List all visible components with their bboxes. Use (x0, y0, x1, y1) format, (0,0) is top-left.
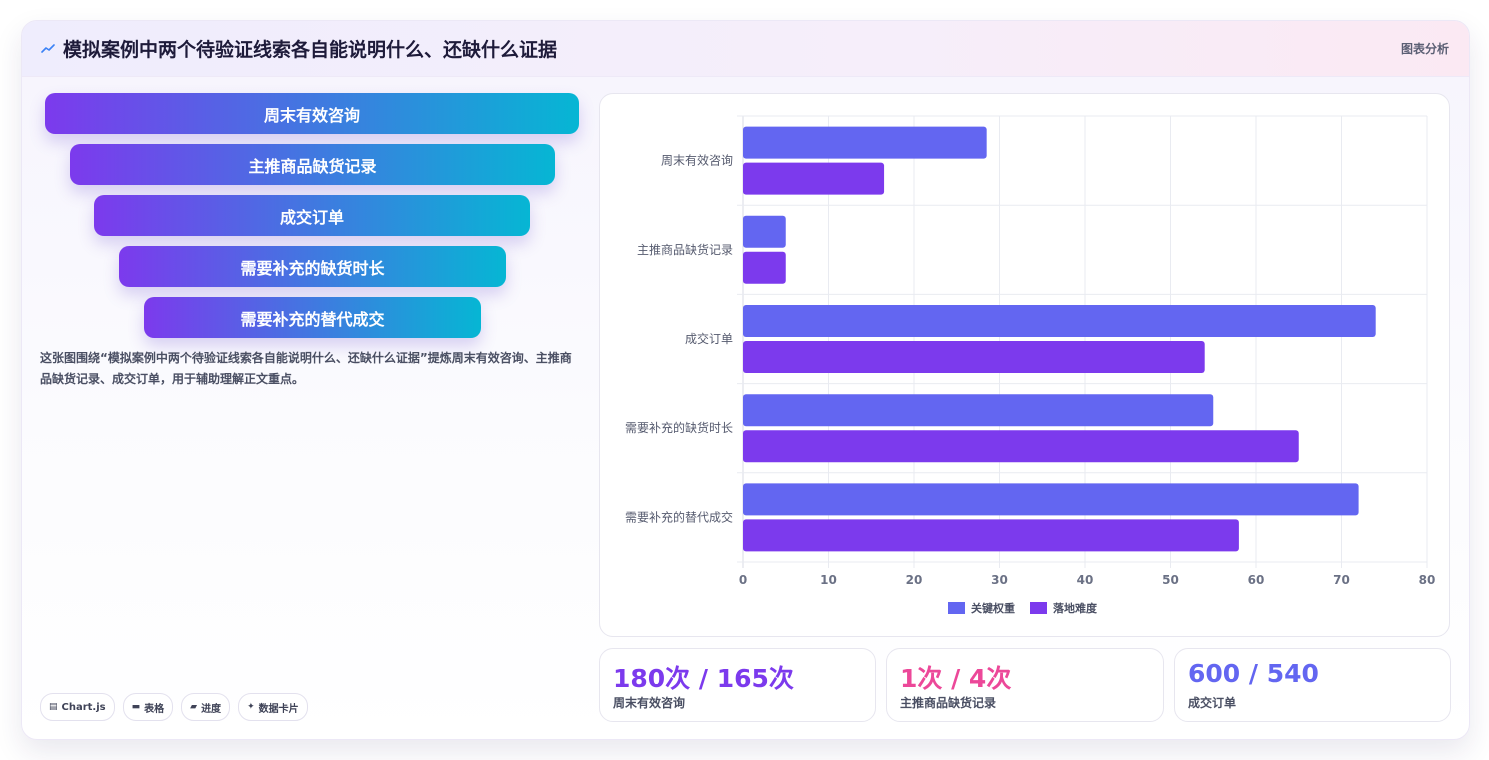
stat-label: 周末有效咨询 (613, 696, 686, 710)
bar-key-weight (743, 215, 786, 248)
y-category-label: 周末有效咨询 (661, 153, 733, 168)
funnel-step-5: 需要补充的替代成交 (144, 297, 481, 338)
legend-swatch (1030, 602, 1047, 614)
page-title: 模拟案例中两个待验证线索各自能说明什么、还缺什么证据 (63, 39, 558, 61)
badge-progress[interactable]: ▰ 进度 (181, 693, 231, 721)
funnel-step-3: 成交订单 (94, 195, 530, 236)
legend-swatch (948, 602, 965, 614)
bar-difficulty (743, 162, 885, 195)
funnel-step-2: 主推商品缺货记录 (70, 144, 555, 185)
chart-card: 模拟案例中两个待验证线索各自能说明什么、还缺什么证据 图表分析 周末有效咨询 主… (21, 20, 1470, 740)
progress-icon: ▰ (190, 702, 198, 712)
chart-analysis-tag: 图表分析 (1400, 42, 1449, 56)
chart-icon: ▤ (49, 702, 58, 712)
x-tick-label: 70 (1333, 573, 1350, 587)
chart-caption: 这张图围绕“模拟案例中两个待验证线索各自能说明什么、还缺什么证据”提炼周末有效咨… (40, 351, 572, 386)
badge-label: 进度 (201, 703, 222, 715)
stat-label: 成交订单 (1188, 696, 1237, 710)
bar-difficulty (743, 341, 1205, 373)
badge-table[interactable]: ▬ 表格 (122, 693, 174, 721)
stat-card-3: 600 / 540 成交订单 (1174, 648, 1451, 722)
stat-value: 1次 / 4次 (900, 664, 1012, 693)
y-category-label: 成交订单 (685, 331, 733, 346)
bar-difficulty (743, 430, 1299, 463)
badge-chartjs[interactable]: ▤ Chart.js (40, 693, 115, 721)
stat-card-2: 1次 / 4次 主推商品缺货记录 (886, 648, 1164, 722)
bar-difficulty (743, 519, 1239, 552)
sparkle-icon: ✦ (247, 702, 255, 712)
x-tick-label: 50 (1162, 573, 1179, 587)
card-header: 模拟案例中两个待验证线索各自能说明什么、还缺什么证据 图表分析 (22, 21, 1469, 77)
stat-label: 主推商品缺货记录 (900, 696, 997, 710)
bar-difficulty (743, 251, 786, 284)
y-category-label: 主推商品缺货记录 (637, 242, 733, 257)
funnel-step-1: 周末有效咨询 (45, 93, 579, 134)
horizontal-bar-chart: 0 10 20 30 40 50 60 70 80 周末有效咨询主推商品缺货记录成交订单需要补充的… (625, 115, 1436, 615)
badge-label: Chart.js (61, 701, 106, 713)
funnel-step-4: 需要补充的缺货时长 (119, 246, 506, 287)
legend-label: 落地难度 (1053, 601, 1098, 615)
x-tick-label: 10 (820, 573, 837, 587)
stat-value: 600 / 540 (1188, 659, 1319, 688)
badge-data-card[interactable]: ✦ 数据卡片 (238, 693, 308, 721)
stat-value: 180次 / 165次 (613, 664, 794, 693)
tech-badges: ▤ Chart.js ▬ 表格 ▰ 进度 ✦ 数据卡片 (40, 693, 308, 721)
x-tick-label: 30 (991, 573, 1008, 587)
x-tick-label: 80 (1419, 573, 1436, 587)
badge-label: 数据卡片 (258, 703, 299, 715)
y-category-label: 需要补充的替代成交 (625, 509, 733, 524)
x-tick-label: 40 (1077, 573, 1094, 587)
legend-label: 关键权重 (971, 601, 1015, 615)
bar-key-weight (743, 305, 1376, 337)
badge-label: 表格 (144, 703, 165, 715)
x-tick-label: 60 (1248, 573, 1265, 587)
x-tick-label: 0 (739, 573, 747, 587)
bar-key-weight (743, 126, 987, 159)
x-tick-label: 20 (906, 573, 923, 587)
bar-key-weight (743, 483, 1359, 516)
stat-card-1: 180次 / 165次 周末有效咨询 (599, 648, 876, 722)
trend-line-icon (41, 44, 55, 53)
bar-key-weight (743, 394, 1214, 427)
table-icon: ▬ (131, 702, 141, 712)
y-category-label: 需要补充的缺货时长 (625, 420, 733, 435)
chart-panel: 0 10 20 30 40 50 60 70 80 周末有效咨询主推商品缺货记录成交订单需要补充的… (599, 93, 1450, 637)
